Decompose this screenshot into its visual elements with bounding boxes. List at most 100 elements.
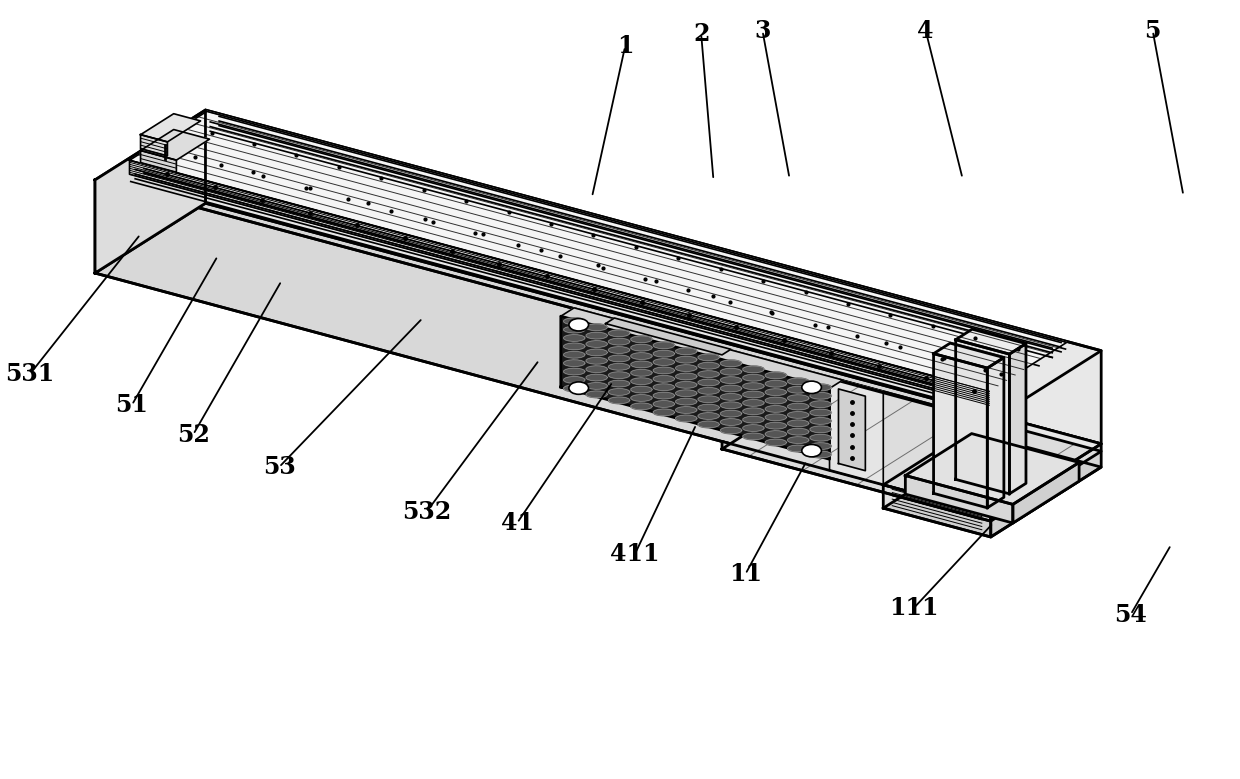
Polygon shape xyxy=(129,160,990,405)
Polygon shape xyxy=(653,351,675,357)
Polygon shape xyxy=(206,110,1101,444)
Polygon shape xyxy=(587,374,608,381)
Polygon shape xyxy=(698,379,719,386)
Polygon shape xyxy=(564,385,585,392)
Polygon shape xyxy=(787,411,808,418)
Polygon shape xyxy=(720,377,742,383)
Polygon shape xyxy=(956,340,1009,494)
Polygon shape xyxy=(564,335,585,341)
Text: 41: 41 xyxy=(501,511,533,535)
Polygon shape xyxy=(1009,344,1025,494)
Polygon shape xyxy=(743,366,764,372)
Polygon shape xyxy=(140,135,167,156)
Polygon shape xyxy=(587,349,608,356)
Polygon shape xyxy=(698,354,719,361)
Polygon shape xyxy=(609,380,630,387)
Polygon shape xyxy=(564,368,585,375)
Polygon shape xyxy=(765,380,786,387)
Text: 2: 2 xyxy=(693,22,709,46)
Polygon shape xyxy=(653,375,675,382)
Polygon shape xyxy=(564,343,585,350)
Text: 11: 11 xyxy=(729,562,761,587)
Polygon shape xyxy=(698,413,719,419)
Polygon shape xyxy=(653,393,675,399)
Polygon shape xyxy=(653,409,675,416)
Polygon shape xyxy=(560,308,843,389)
Circle shape xyxy=(802,381,821,393)
Polygon shape xyxy=(810,451,831,458)
Polygon shape xyxy=(631,378,652,385)
Circle shape xyxy=(802,445,821,456)
Polygon shape xyxy=(609,338,630,345)
Polygon shape xyxy=(564,318,585,325)
Polygon shape xyxy=(722,442,991,521)
Polygon shape xyxy=(787,428,808,435)
Polygon shape xyxy=(720,368,742,375)
Polygon shape xyxy=(883,485,991,537)
Polygon shape xyxy=(905,434,1079,504)
Polygon shape xyxy=(810,393,831,399)
Polygon shape xyxy=(743,391,764,398)
Polygon shape xyxy=(676,373,697,380)
Polygon shape xyxy=(720,393,742,400)
Polygon shape xyxy=(810,401,831,407)
Polygon shape xyxy=(676,407,697,414)
Polygon shape xyxy=(676,356,697,363)
Polygon shape xyxy=(934,354,987,508)
Polygon shape xyxy=(765,406,786,412)
Polygon shape xyxy=(564,360,585,366)
Polygon shape xyxy=(676,415,697,421)
Polygon shape xyxy=(765,397,786,404)
Polygon shape xyxy=(720,402,742,409)
Polygon shape xyxy=(743,382,764,390)
Polygon shape xyxy=(609,389,630,395)
Polygon shape xyxy=(653,384,675,390)
Text: 4: 4 xyxy=(918,19,934,43)
Polygon shape xyxy=(905,475,1013,523)
Polygon shape xyxy=(698,396,719,403)
Text: 1: 1 xyxy=(616,34,634,58)
Polygon shape xyxy=(587,333,608,339)
Polygon shape xyxy=(883,415,1101,513)
Polygon shape xyxy=(720,385,742,392)
Polygon shape xyxy=(956,330,1025,354)
Polygon shape xyxy=(722,379,1101,521)
Polygon shape xyxy=(631,344,652,351)
Polygon shape xyxy=(698,421,719,428)
Polygon shape xyxy=(787,404,808,410)
Polygon shape xyxy=(653,358,675,365)
Polygon shape xyxy=(743,416,764,423)
Text: 5: 5 xyxy=(1145,19,1161,43)
Polygon shape xyxy=(838,389,866,471)
Polygon shape xyxy=(991,444,1101,537)
Polygon shape xyxy=(698,362,719,369)
Polygon shape xyxy=(631,353,652,359)
Polygon shape xyxy=(605,318,730,355)
Polygon shape xyxy=(743,408,764,414)
Polygon shape xyxy=(631,336,652,343)
Text: 111: 111 xyxy=(889,597,939,620)
Polygon shape xyxy=(587,382,608,390)
Polygon shape xyxy=(587,324,608,330)
Text: 531: 531 xyxy=(5,362,55,386)
Polygon shape xyxy=(787,378,808,385)
Polygon shape xyxy=(564,376,585,383)
Polygon shape xyxy=(95,110,206,273)
Polygon shape xyxy=(564,326,585,333)
Text: 51: 51 xyxy=(115,393,149,417)
Polygon shape xyxy=(934,344,1004,368)
Polygon shape xyxy=(140,150,176,172)
Polygon shape xyxy=(810,409,831,416)
Polygon shape xyxy=(129,111,1066,391)
Polygon shape xyxy=(698,404,719,411)
Polygon shape xyxy=(609,372,630,379)
Text: 53: 53 xyxy=(263,455,295,479)
Polygon shape xyxy=(698,371,719,378)
Polygon shape xyxy=(95,203,1101,513)
Polygon shape xyxy=(743,433,764,440)
Polygon shape xyxy=(609,364,630,370)
Polygon shape xyxy=(830,377,883,485)
Polygon shape xyxy=(743,425,764,432)
Polygon shape xyxy=(743,375,764,381)
Polygon shape xyxy=(810,442,831,449)
